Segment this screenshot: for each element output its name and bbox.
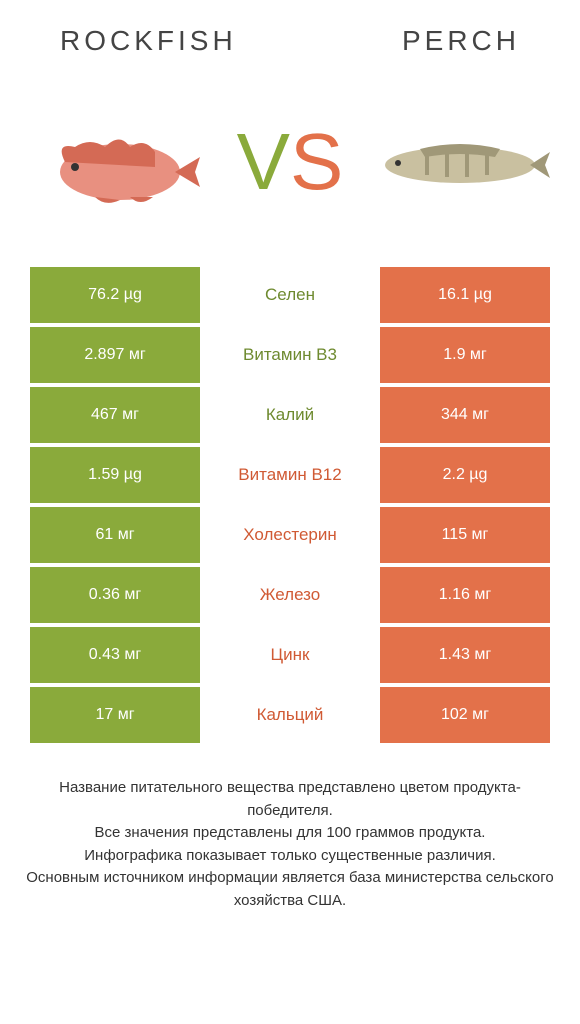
vs-label: VS <box>237 122 344 202</box>
table-row: 2.897 мгВитамин B31.9 мг <box>30 327 550 383</box>
table-row: 76.2 µgСелен16.1 µg <box>30 267 550 323</box>
right-value: 1.16 мг <box>380 567 550 623</box>
table-row: 0.36 мгЖелезо1.16 мг <box>30 567 550 623</box>
perch-image <box>370 102 550 222</box>
vs-v: V <box>237 117 290 206</box>
left-value: 2.897 мг <box>30 327 200 383</box>
left-value: 61 мг <box>30 507 200 563</box>
nutrient-label: Селен <box>200 267 380 323</box>
footer-line: Все значения представлены для 100 граммо… <box>25 822 555 845</box>
nutrient-label: Кальций <box>200 687 380 743</box>
vs-s: S <box>290 117 343 206</box>
footer-notes: Название питательного вещества представл… <box>0 747 580 912</box>
table-row: 17 мгКальций102 мг <box>30 687 550 743</box>
table-row: 61 мгХолестерин115 мг <box>30 507 550 563</box>
images-row: VS <box>0 67 580 267</box>
left-value: 1.59 µg <box>30 447 200 503</box>
nutrient-label: Калий <box>200 387 380 443</box>
right-value: 102 мг <box>380 687 550 743</box>
footer-line: Название питательного вещества представл… <box>25 777 555 822</box>
nutrient-label: Холестерин <box>200 507 380 563</box>
left-value: 0.43 мг <box>30 627 200 683</box>
left-value: 17 мг <box>30 687 200 743</box>
footer-line: Основным источником информации является … <box>25 867 555 912</box>
right-value: 2.2 µg <box>380 447 550 503</box>
table-row: 1.59 µgВитамин B122.2 µg <box>30 447 550 503</box>
right-value: 115 мг <box>380 507 550 563</box>
header: Rockfish Perch <box>0 0 580 67</box>
left-value: 467 мг <box>30 387 200 443</box>
nutrient-label: Железо <box>200 567 380 623</box>
right-value: 1.43 мг <box>380 627 550 683</box>
right-title: Perch <box>402 25 520 57</box>
nutrient-label: Цинк <box>200 627 380 683</box>
right-value: 344 мг <box>380 387 550 443</box>
nutrient-label: Витамин B3 <box>200 327 380 383</box>
footer-line: Инфографика показывает только существенн… <box>25 845 555 868</box>
comparison-table: 76.2 µgСелен16.1 µg2.897 мгВитамин B31.9… <box>0 267 580 743</box>
right-value: 1.9 мг <box>380 327 550 383</box>
left-title: Rockfish <box>60 25 237 57</box>
table-row: 467 мгКалий344 мг <box>30 387 550 443</box>
nutrient-label: Витамин B12 <box>200 447 380 503</box>
left-value: 0.36 мг <box>30 567 200 623</box>
right-value: 16.1 µg <box>380 267 550 323</box>
table-row: 0.43 мгЦинк1.43 мг <box>30 627 550 683</box>
left-value: 76.2 µg <box>30 267 200 323</box>
rockfish-image <box>30 102 210 222</box>
